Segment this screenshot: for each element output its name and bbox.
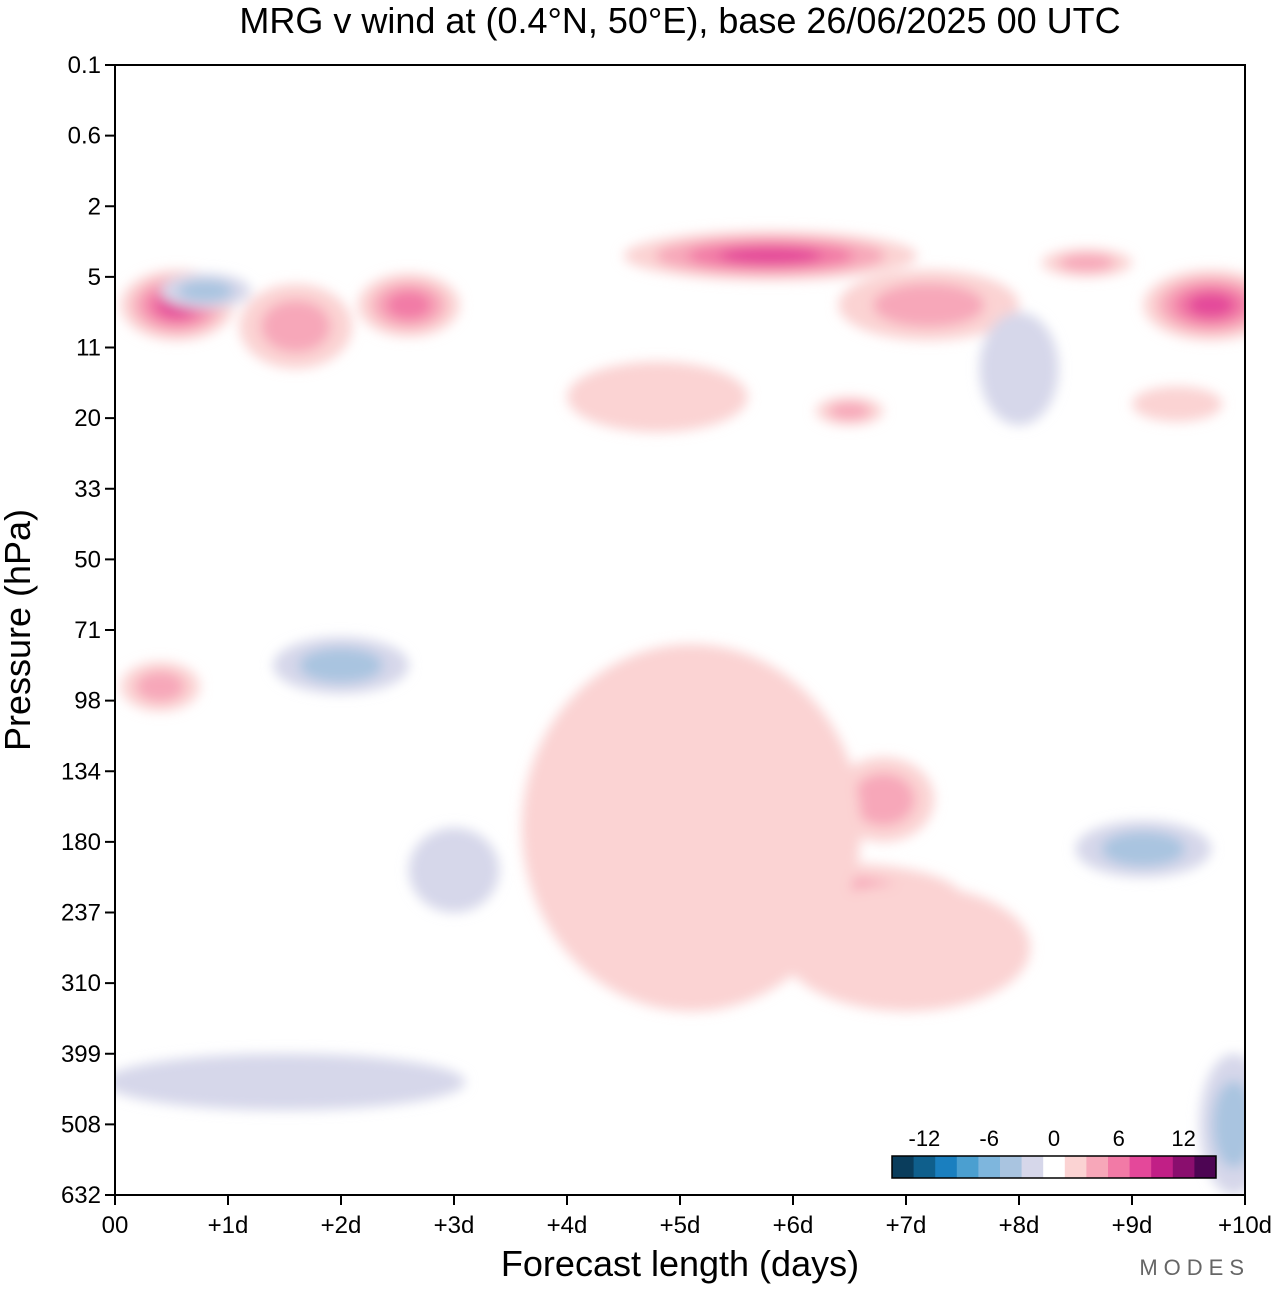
contour-field-13-level-1 — [521, 644, 861, 1012]
x-tick-label: +8d — [999, 1212, 1040, 1239]
plot-area — [115, 65, 1245, 1195]
modes-brand: MODES — [1139, 1255, 1250, 1280]
y-tick-label: 0.1 — [68, 52, 101, 79]
colorbar-swatch — [935, 1156, 958, 1178]
x-tick-label: 00 — [102, 1212, 129, 1239]
colorbar-tick-label: 0 — [1048, 1126, 1060, 1151]
contour-field-6-level-2 — [828, 402, 871, 420]
colorbar-swatch — [1021, 1156, 1044, 1178]
colorbar-swatch — [1086, 1156, 1109, 1178]
colorbar-tick-label: -12 — [909, 1126, 941, 1151]
x-tick-label: +9d — [1112, 1212, 1153, 1239]
y-tick-label: 98 — [74, 688, 101, 715]
contour-field-3-level-4 — [1187, 292, 1235, 318]
colorbar-swatch — [1151, 1156, 1174, 1178]
contour-field-15-level-1 — [595, 750, 652, 849]
y-tick-label: 310 — [61, 970, 101, 997]
contour-field-1-level-3 — [386, 291, 432, 320]
colorbar-swatch — [892, 1156, 915, 1178]
x-tick-label: +10d — [1218, 1212, 1272, 1239]
contour-field-10-level-2 — [135, 671, 185, 702]
contour-field-7-level-2 — [1058, 254, 1115, 272]
x-tick-label: +3d — [434, 1212, 475, 1239]
y-tick-label: 5 — [88, 264, 101, 291]
contour-field-17-level-2 — [1101, 831, 1186, 867]
y-tick-label: 180 — [61, 829, 101, 856]
y-tick-label: 71 — [74, 617, 101, 644]
colorbar-tick-label: 6 — [1113, 1126, 1125, 1151]
y-tick-label: 508 — [61, 1111, 101, 1138]
colorbar-swatch — [1064, 1156, 1087, 1178]
colorbar-swatch — [1172, 1156, 1195, 1178]
colorbar-swatch — [1129, 1156, 1152, 1178]
contour-field-19-level-2 — [1212, 1080, 1245, 1168]
colorbar-swatch — [1000, 1156, 1023, 1178]
y-tick-label: 0.6 — [68, 123, 101, 150]
x-tick-label: +5d — [660, 1212, 701, 1239]
x-tick-label: +1d — [208, 1212, 249, 1239]
contour-field-11-level-2 — [852, 773, 915, 826]
y-tick-label: 632 — [61, 1182, 101, 1209]
x-axis: 00 +1d +2d +3d +4d +5d +6d +7d +8d +9d +10d — [102, 1195, 1272, 1239]
x-tick-label: +4d — [547, 1212, 588, 1239]
colorbar-swatch — [978, 1156, 1001, 1178]
x-tick-label: +6d — [773, 1212, 814, 1239]
y-tick-label: 20 — [74, 405, 101, 432]
y-axis: 632 508 399 310 237 180 134 98 71 50 33 20 11 5 2 0.6 0.… — [61, 52, 115, 1209]
colorbar-tick-label: 12 — [1171, 1126, 1195, 1151]
contour-field-21-level-1 — [408, 827, 500, 913]
contour-field-20-level-1 — [115, 1053, 466, 1111]
contour-fields — [115, 230, 1245, 1195]
x-tick-label: +7d — [886, 1212, 927, 1239]
y-tick-label: 134 — [61, 758, 101, 785]
y-tick-label: 11 — [76, 335, 101, 362]
colorbar-swatch — [913, 1156, 936, 1178]
x-axis-label: Forecast length (days) — [501, 1243, 859, 1284]
chart-title: MRG v wind at (0.4°N, 50°E), base 26/06/… — [239, 0, 1120, 41]
colorbar-swatch — [1194, 1156, 1217, 1178]
y-tick-label: 33 — [74, 476, 101, 503]
contour-field-16-level-2 — [299, 647, 383, 683]
contour-field-9-level-1 — [1132, 386, 1223, 422]
y-tick-label: 237 — [61, 900, 101, 927]
contour-field-8-level-1 — [567, 361, 748, 433]
colorbar-swatch — [1043, 1156, 1066, 1178]
contour-field-22-level-1 — [979, 312, 1059, 426]
x-tick-label: +2d — [321, 1212, 362, 1239]
colorbar-tick-label: -6 — [979, 1126, 999, 1151]
colorbar-frame — [891, 1155, 1217, 1179]
y-tick-label: 50 — [74, 546, 101, 573]
contour-field-14-level-1 — [781, 884, 1031, 1012]
y-axis-label: Pressure (hPa) — [0, 509, 38, 751]
y-tick-label: 2 — [88, 193, 101, 220]
contour-field-2-level-4 — [719, 247, 822, 265]
y-tick-label: 399 — [61, 1041, 101, 1068]
colorbar-swatch — [956, 1156, 979, 1178]
contour-field-5-level-2 — [872, 283, 985, 327]
contour-field-18-level-2 — [177, 280, 234, 302]
colorbar: -12 -6 0 6 12 — [891, 1126, 1217, 1179]
contour-field-4-level-2 — [261, 300, 331, 353]
colorbar-swatch — [1108, 1156, 1131, 1178]
